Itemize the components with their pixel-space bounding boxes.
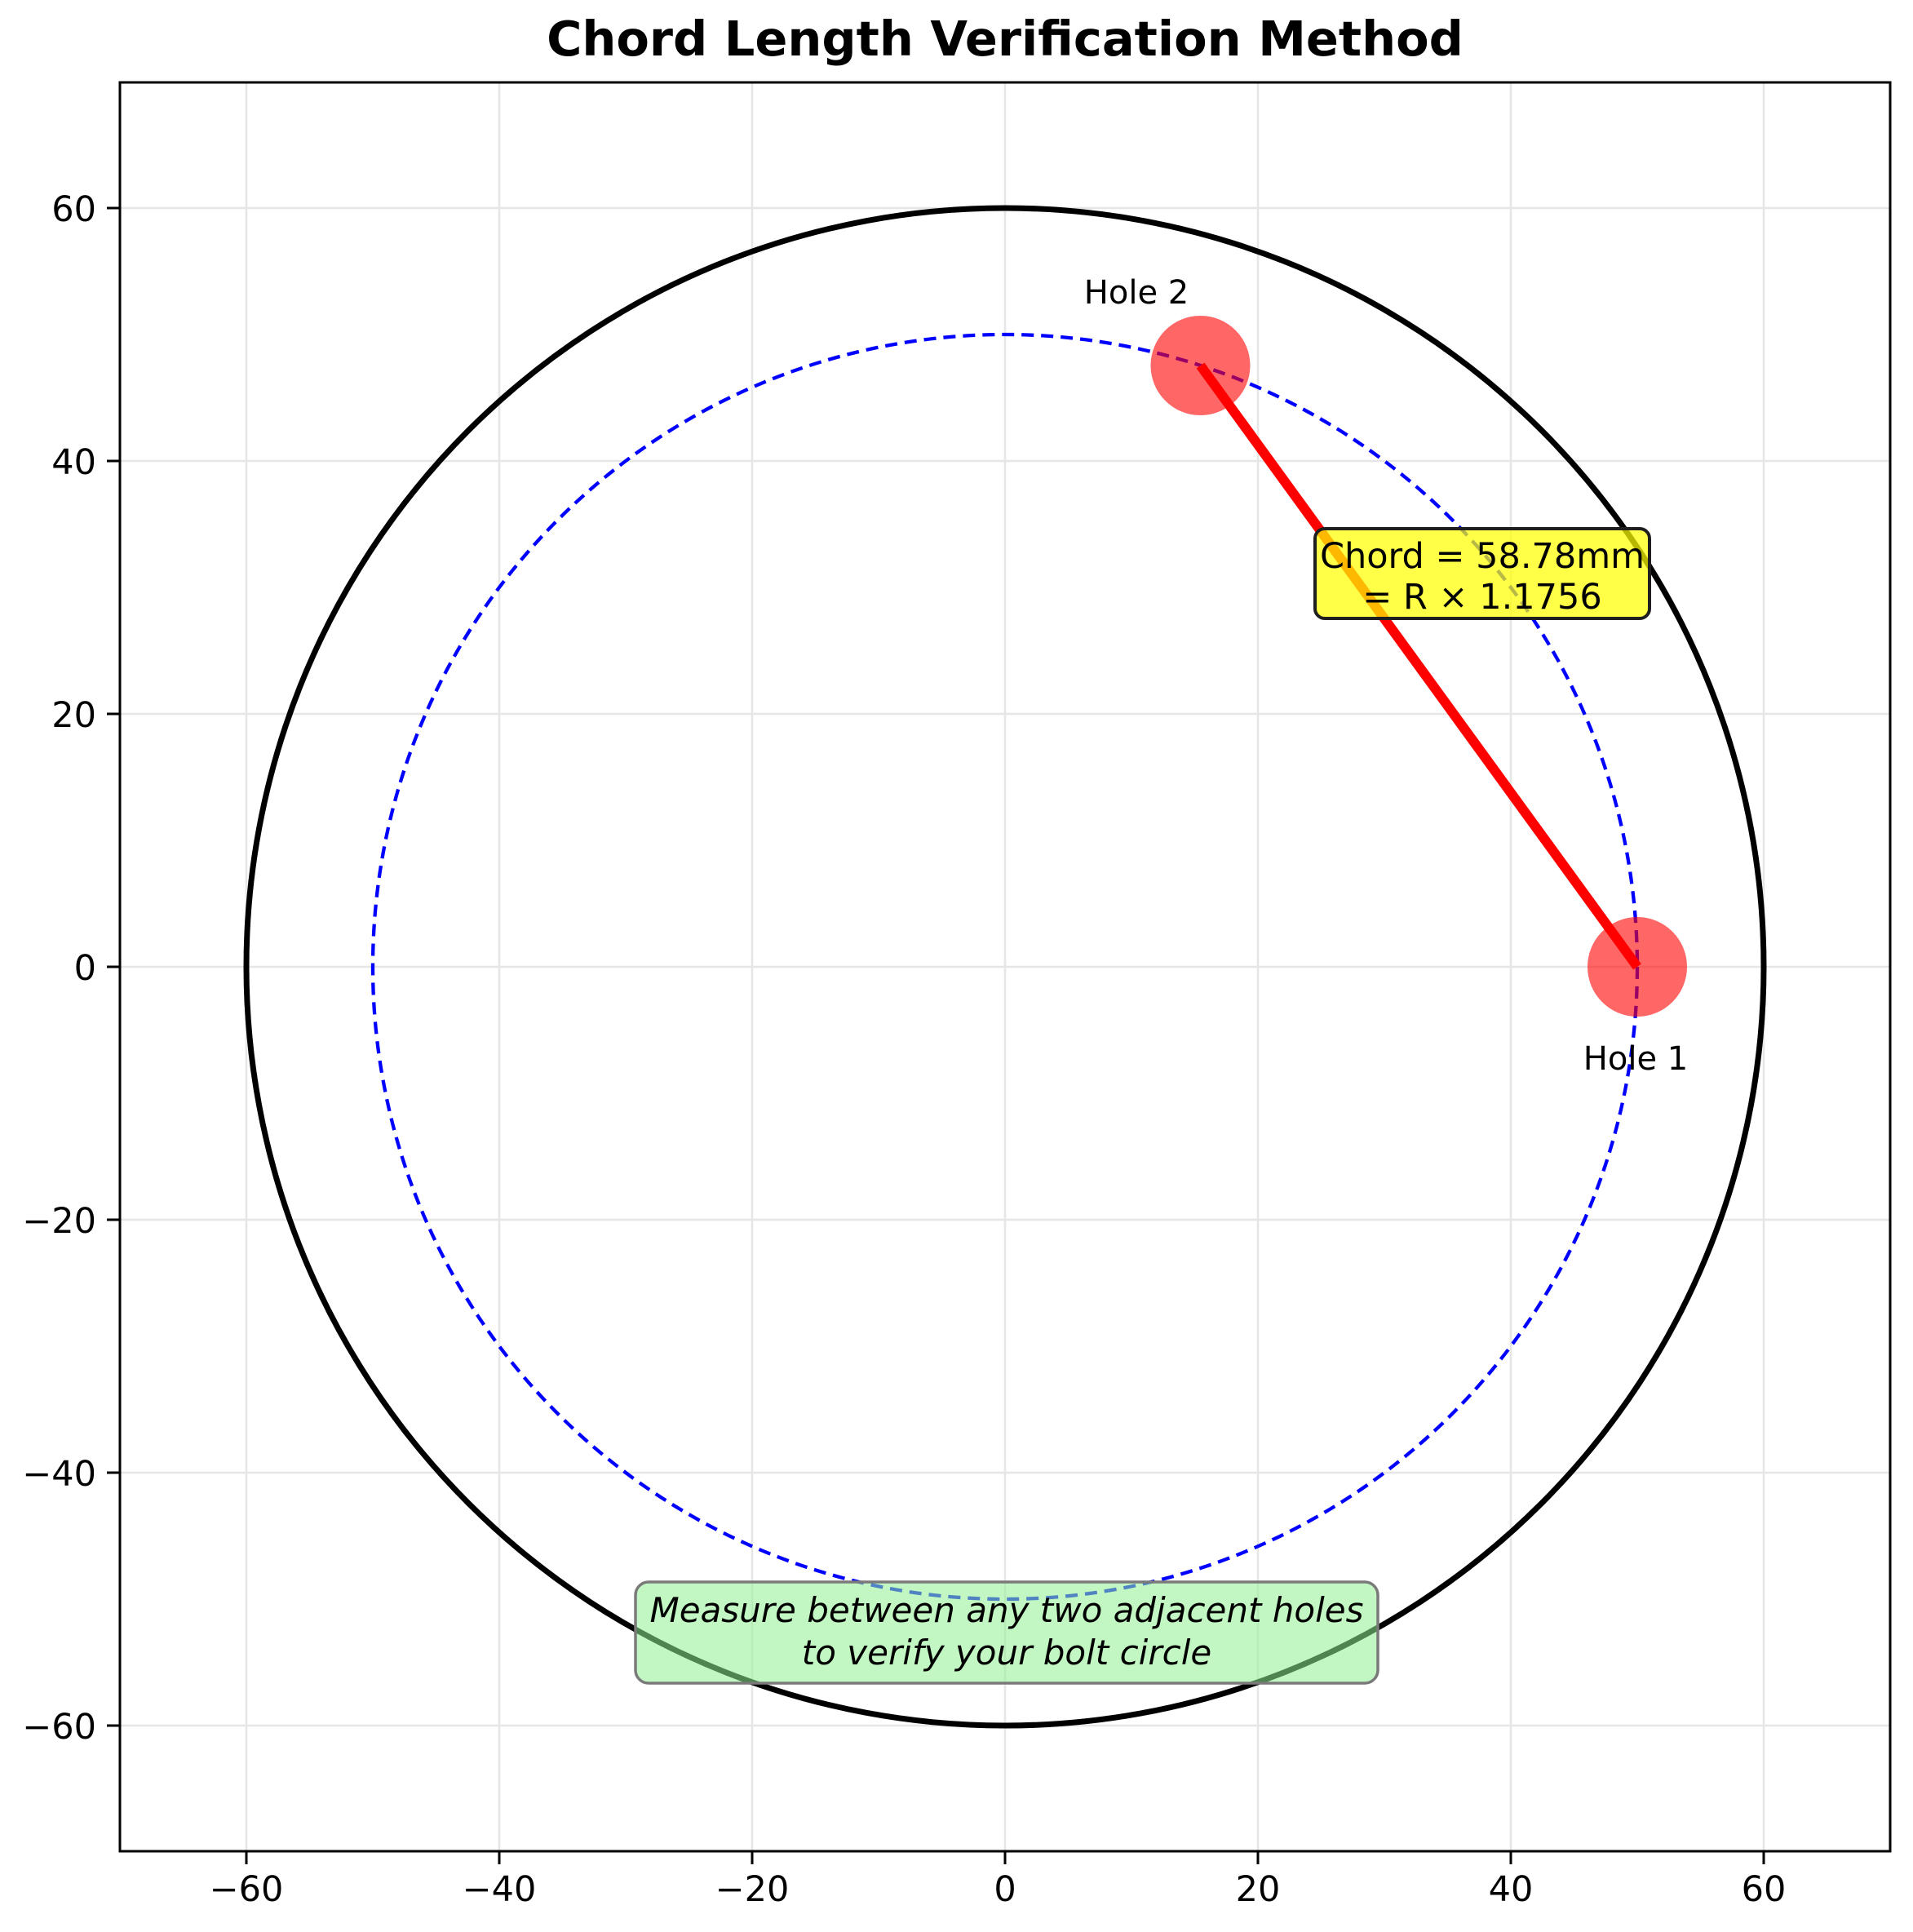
x-tick-label: −40 — [463, 1869, 537, 1910]
chord-annotation-line2: = R × 1.1756 — [1362, 577, 1601, 618]
plot-title: Chord Length Verification Method — [547, 11, 1464, 67]
x-axis: −60 −40 −20 0 20 40 60 — [210, 1851, 1787, 1910]
hole-2-label: Hole 2 — [1084, 274, 1189, 312]
measure-note-box — [634, 1580, 1379, 1685]
chord-line — [1196, 362, 1641, 970]
chord-annotation-box — [1313, 527, 1651, 620]
outer-circle — [243, 205, 1767, 1729]
chord-annotation-line1: Chord = 58.78mm — [1320, 536, 1645, 577]
x-tick-label: 60 — [1742, 1869, 1787, 1910]
measure-note-line1: Measure between any two adjacent holes — [649, 1590, 1363, 1630]
y-tick-label: −20 — [22, 1201, 96, 1242]
x-tick-label: −20 — [715, 1869, 790, 1910]
x-tick-label: 0 — [994, 1869, 1016, 1910]
y-tick-label: 60 — [51, 189, 96, 230]
x-tick-label: 40 — [1489, 1869, 1534, 1910]
y-tick-label: 40 — [51, 442, 96, 483]
x-tick-label: 20 — [1236, 1869, 1281, 1910]
hole-1-marker — [1588, 917, 1687, 1017]
y-tick-label: −40 — [22, 1454, 96, 1495]
hole-1-label: Hole 1 — [1583, 1040, 1688, 1078]
x-tick-label: −60 — [210, 1869, 284, 1910]
y-tick-label: 20 — [51, 695, 96, 736]
measure-note-line2: to verify your bolt circle — [802, 1633, 1211, 1673]
y-tick-label: 0 — [74, 948, 96, 989]
y-tick-label: −60 — [22, 1707, 96, 1748]
y-axis: 60 40 20 0 −20 −40 −60 — [22, 189, 120, 1748]
measure-note: Measure between any two adjacent holes t… — [634, 1580, 1379, 1685]
hole-2-marker — [1150, 316, 1251, 415]
chord-annotation: Chord = 58.78mm = R × 1.1756 — [1313, 527, 1651, 620]
